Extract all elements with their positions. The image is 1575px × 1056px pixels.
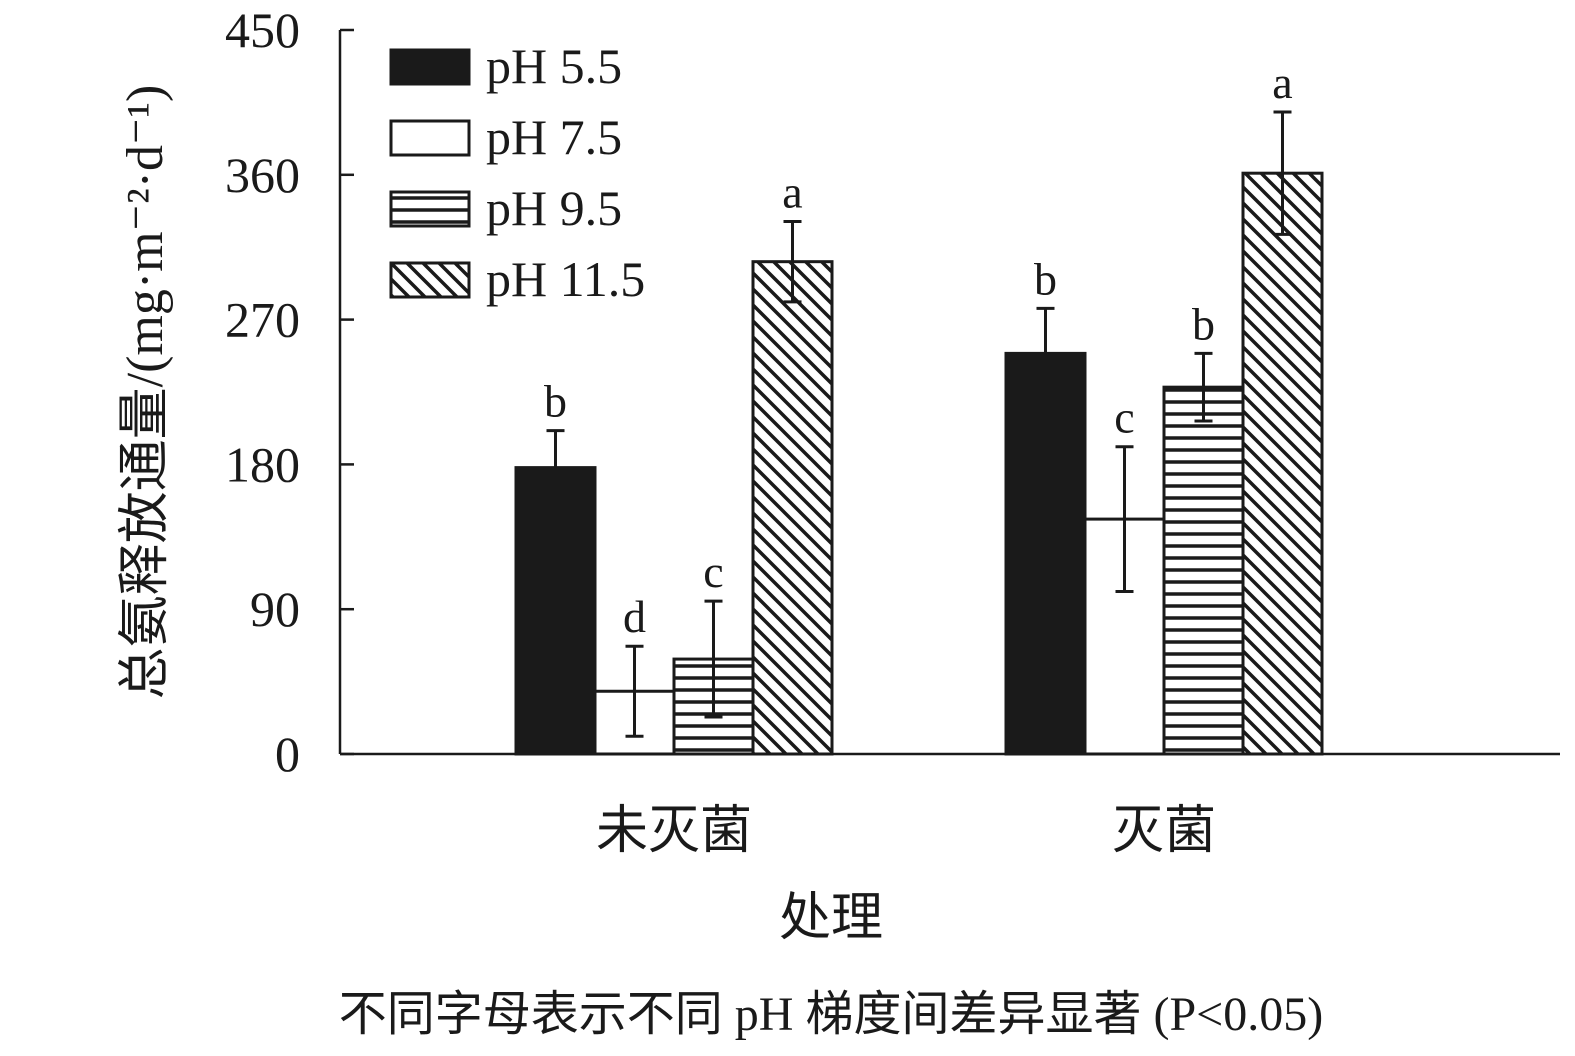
- significance-letter: b: [1192, 298, 1215, 349]
- significance-letter: d: [623, 591, 646, 642]
- bar: [1162, 385, 1245, 756]
- y-tick-label: 450: [225, 2, 300, 58]
- significance-letter: c: [1114, 392, 1134, 443]
- x-category-label: 未灭菌: [596, 803, 752, 860]
- significance-letter: b: [544, 376, 567, 427]
- x-axis-title: 处理: [779, 890, 883, 947]
- y-tick-label: 0: [275, 726, 300, 782]
- legend: pH 5.5 pH 7.5 pH 9.5 pH 11.5: [389, 38, 645, 307]
- y-axis: 0 90 180 270 360 450: [225, 2, 354, 782]
- legend-swatch: [389, 119, 471, 157]
- legend-swatch: [389, 261, 471, 299]
- significance-letter: a: [782, 166, 802, 217]
- legend-swatch: [389, 190, 471, 228]
- bar: [1241, 171, 1324, 756]
- significance-letter: b: [1034, 253, 1057, 304]
- legend-label: pH 7.5: [486, 109, 622, 165]
- significance-letter: a: [1272, 57, 1292, 108]
- bar-group: b d c a b c b a: [514, 57, 1324, 756]
- y-axis-title: 总氨释放通量/(mg·m⁻²·d⁻¹): [117, 85, 174, 700]
- significance-note: 不同字母表示不同 pH 梯度间差异显著 (P<0.05): [339, 988, 1323, 1041]
- bar: [514, 466, 597, 756]
- legend-label: pH 5.5: [486, 38, 622, 94]
- x-category-label: 灭菌: [1112, 803, 1216, 860]
- y-tick-label: 180: [225, 436, 300, 492]
- legend-label: pH 11.5: [486, 251, 645, 307]
- bar: [751, 260, 834, 756]
- y-tick-label: 90: [250, 581, 300, 637]
- bar: [1004, 351, 1087, 756]
- y-tick-label: 360: [225, 147, 300, 203]
- legend-swatch: [389, 48, 471, 86]
- significance-letter: c: [703, 546, 723, 597]
- legend-label: pH 9.5: [486, 180, 622, 236]
- x-axis: 未灭菌 灭菌: [340, 752, 1560, 860]
- y-tick-label: 270: [225, 292, 300, 348]
